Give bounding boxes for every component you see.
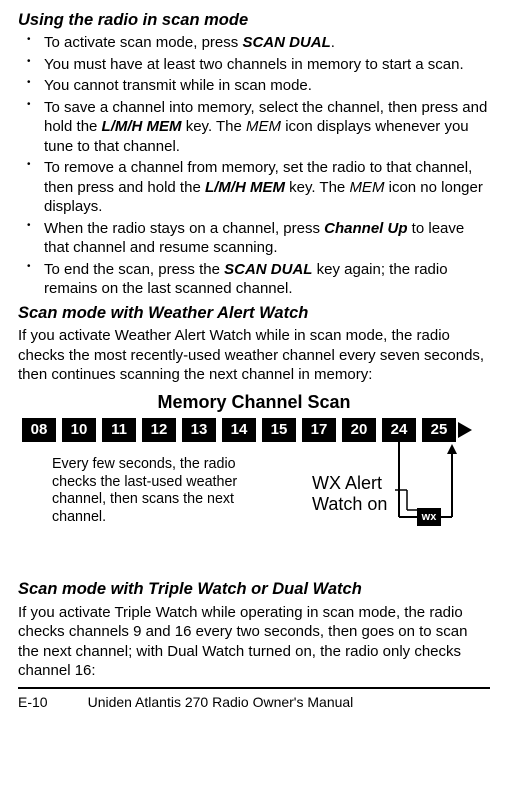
list-item: To end the scan, press the SCAN DUAL key… <box>18 260 490 299</box>
list-item: To activate scan mode, press SCAN DUAL. <box>18 33 490 53</box>
text: You cannot transmit while in scan mode. <box>44 77 312 94</box>
memory-channel-scan-diagram: 0810111213141517202425 Every few seconds… <box>22 418 492 563</box>
icon-name: MEM <box>349 179 384 196</box>
page-number: E-10 <box>18 693 48 711</box>
channel-box: 12 <box>142 418 176 442</box>
page-footer: E-10 Uniden Atlantis 270 Radio Owner's M… <box>18 687 490 711</box>
channel-box: 10 <box>62 418 96 442</box>
text: key. The <box>285 179 349 196</box>
list-item: You must have at least two channels in m… <box>18 55 490 75</box>
wx-alert-label: WX Alert Watch on <box>312 473 387 514</box>
text: To end the scan, press the <box>44 261 224 278</box>
channel-box: 08 <box>22 418 56 442</box>
arrow-right-icon <box>458 422 472 438</box>
wx-icon: wx <box>417 508 441 526</box>
channel-box: 11 <box>102 418 136 442</box>
key-name: SCAN DUAL <box>224 261 312 278</box>
channel-box: 25 <box>422 418 456 442</box>
list-item: To save a channel into memory, select th… <box>18 98 490 157</box>
scan-mode-bullet-list: To activate scan mode, press SCAN DUAL. … <box>18 33 490 299</box>
text: . <box>331 34 335 51</box>
channel-box: 17 <box>302 418 336 442</box>
channel-box-row: 0810111213141517202425 <box>22 418 462 442</box>
icon-name: MEM <box>246 118 281 135</box>
channel-box: 24 <box>382 418 416 442</box>
channel-box: 20 <box>342 418 376 442</box>
text: WX Alert <box>312 473 382 493</box>
channel-box: 13 <box>182 418 216 442</box>
triple-watch-paragraph: If you activate Triple Watch while opera… <box>18 603 490 681</box>
section-heading-triple-watch: Scan mode with Triple Watch or Dual Watc… <box>18 579 490 600</box>
text: You must have at least two channels in m… <box>44 56 464 73</box>
diagram-caption: Every few seconds, the radio checks the … <box>52 456 238 526</box>
text: key. The <box>182 118 246 135</box>
list-item: When the radio stays on a channel, press… <box>18 219 490 258</box>
key-name: L/M/H MEM <box>102 118 182 135</box>
channel-box: 15 <box>262 418 296 442</box>
text: To activate scan mode, press <box>44 34 242 51</box>
section-heading-weather-alert: Scan mode with Weather Alert Watch <box>18 303 490 324</box>
text: Watch on <box>312 494 387 514</box>
channel-box: 14 <box>222 418 256 442</box>
weather-alert-paragraph: If you activate Weather Alert Watch whil… <box>18 326 490 385</box>
key-name: Channel Up <box>324 220 407 237</box>
list-item: To remove a channel from memory, set the… <box>18 158 490 217</box>
list-item: You cannot transmit while in scan mode. <box>18 76 490 96</box>
text: When the radio stays on a channel, press <box>44 220 324 237</box>
diagram-title: Memory Channel Scan <box>18 391 490 414</box>
key-name: L/M/H MEM <box>205 179 285 196</box>
section-heading-scan-mode: Using the radio in scan mode <box>18 10 490 31</box>
key-name: SCAN DUAL <box>242 34 330 51</box>
manual-title: Uniden Atlantis 270 Radio Owner's Manual <box>88 693 354 711</box>
